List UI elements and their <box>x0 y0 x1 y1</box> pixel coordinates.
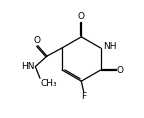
Text: O: O <box>116 66 123 75</box>
Text: O: O <box>78 12 85 21</box>
Text: HN: HN <box>21 62 35 71</box>
Text: NH: NH <box>103 42 117 51</box>
Text: F: F <box>81 92 86 101</box>
Text: O: O <box>34 36 41 45</box>
Text: CH₃: CH₃ <box>41 79 57 88</box>
